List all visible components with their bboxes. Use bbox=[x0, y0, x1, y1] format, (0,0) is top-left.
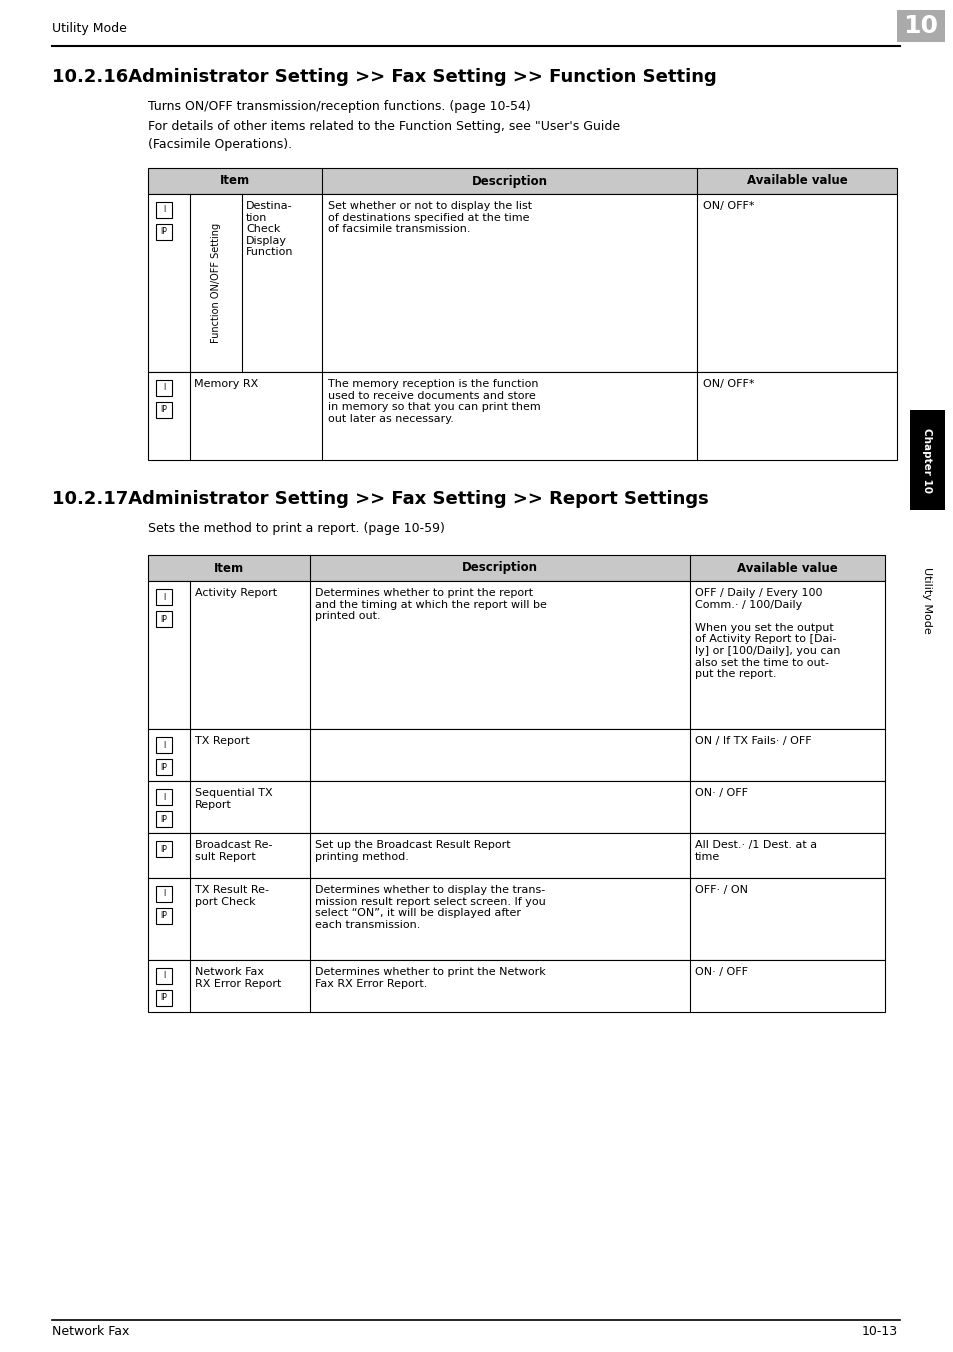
Text: Network Fax
RX Error Report: Network Fax RX Error Report bbox=[194, 967, 281, 988]
Text: ON / If TX Fails· / OFF: ON / If TX Fails· / OFF bbox=[695, 735, 811, 746]
Text: IP: IP bbox=[160, 406, 168, 415]
Text: Broadcast Re-
sult Report: Broadcast Re- sult Report bbox=[194, 840, 273, 861]
Text: All Dest.· /1 Dest. at a
time: All Dest.· /1 Dest. at a time bbox=[695, 840, 817, 861]
Text: TX Result Re-
port Check: TX Result Re- port Check bbox=[194, 886, 269, 907]
Text: OFF· / ON: OFF· / ON bbox=[695, 886, 747, 895]
Bar bbox=[148, 193, 896, 372]
Text: IP: IP bbox=[160, 227, 168, 237]
Text: Set up the Broadcast Result Report
printing method.: Set up the Broadcast Result Report print… bbox=[314, 840, 510, 861]
Text: Memory RX: Memory RX bbox=[193, 379, 258, 389]
Text: Set whether or not to display the list
of destinations specified at the time
of : Set whether or not to display the list o… bbox=[328, 201, 532, 234]
Text: OFF / Daily / Every 100
Comm.· / 100/Daily

When you set the output
of Activity : OFF / Daily / Every 100 Comm.· / 100/Dai… bbox=[695, 588, 840, 679]
Bar bbox=[156, 790, 172, 804]
Text: I: I bbox=[163, 741, 165, 749]
Text: I: I bbox=[163, 890, 165, 899]
Text: IP: IP bbox=[160, 814, 168, 823]
Text: Chapter 10: Chapter 10 bbox=[922, 427, 931, 492]
Bar bbox=[148, 556, 884, 581]
Bar bbox=[156, 611, 172, 627]
Text: IP: IP bbox=[160, 845, 168, 853]
Bar bbox=[156, 224, 172, 241]
Text: The memory reception is the function
used to receive documents and store
in memo: The memory reception is the function use… bbox=[328, 379, 540, 423]
Bar bbox=[148, 960, 884, 1013]
Bar bbox=[156, 589, 172, 604]
Text: 10.2.16Administrator Setting >> Fax Setting >> Function Setting: 10.2.16Administrator Setting >> Fax Sett… bbox=[52, 68, 716, 87]
Bar bbox=[156, 968, 172, 984]
Text: 10.2.17Administrator Setting >> Fax Setting >> Report Settings: 10.2.17Administrator Setting >> Fax Sett… bbox=[52, 489, 708, 508]
Text: Determines whether to display the trans-
mission result report select screen. If: Determines whether to display the trans-… bbox=[314, 886, 545, 930]
Text: IP: IP bbox=[160, 615, 168, 623]
Bar bbox=[156, 402, 172, 418]
Text: Description: Description bbox=[471, 174, 547, 188]
Bar bbox=[156, 990, 172, 1006]
Bar bbox=[156, 201, 172, 218]
Text: I: I bbox=[163, 972, 165, 980]
Text: Item: Item bbox=[213, 561, 244, 575]
Text: Utility Mode: Utility Mode bbox=[52, 22, 127, 35]
Text: Destina-
tion
Check
Display
Function: Destina- tion Check Display Function bbox=[246, 201, 294, 257]
Bar bbox=[148, 729, 884, 781]
Text: Determines whether to print the report
and the timing at which the report will b: Determines whether to print the report a… bbox=[314, 588, 546, 621]
Bar bbox=[156, 811, 172, 827]
Bar bbox=[156, 737, 172, 753]
Text: ON· / OFF: ON· / OFF bbox=[695, 967, 747, 977]
Text: Turns ON/OFF transmission/reception functions. (page 10-54): Turns ON/OFF transmission/reception func… bbox=[148, 100, 530, 114]
Text: Activity Report: Activity Report bbox=[194, 588, 276, 598]
Text: TX Report: TX Report bbox=[194, 735, 250, 746]
Bar bbox=[909, 410, 944, 510]
Text: IP: IP bbox=[160, 994, 168, 1002]
Text: Available value: Available value bbox=[737, 561, 837, 575]
Text: ON/ OFF*: ON/ OFF* bbox=[702, 201, 754, 211]
Bar bbox=[156, 758, 172, 775]
Bar bbox=[148, 877, 884, 960]
Text: Description: Description bbox=[461, 561, 537, 575]
Text: 10: 10 bbox=[902, 14, 938, 38]
Bar bbox=[148, 781, 884, 833]
Bar bbox=[148, 168, 896, 193]
Bar bbox=[148, 372, 896, 460]
Text: Sequential TX
Report: Sequential TX Report bbox=[194, 788, 273, 810]
Text: I: I bbox=[163, 592, 165, 602]
Text: 10-13: 10-13 bbox=[861, 1325, 897, 1338]
Text: Function ON/OFF Setting: Function ON/OFF Setting bbox=[211, 223, 221, 343]
Text: Sets the method to print a report. (page 10-59): Sets the method to print a report. (page… bbox=[148, 522, 444, 535]
Bar bbox=[156, 841, 172, 857]
Text: IP: IP bbox=[160, 911, 168, 921]
Text: I: I bbox=[163, 384, 165, 392]
Bar bbox=[156, 380, 172, 396]
Bar bbox=[148, 833, 884, 877]
Text: I: I bbox=[163, 792, 165, 802]
Text: Network Fax: Network Fax bbox=[52, 1325, 130, 1338]
Bar bbox=[156, 886, 172, 902]
Text: I: I bbox=[163, 206, 165, 215]
Text: Item: Item bbox=[220, 174, 250, 188]
Text: ON· / OFF: ON· / OFF bbox=[695, 788, 747, 798]
Text: For details of other items related to the Function Setting, see "User's Guide: For details of other items related to th… bbox=[148, 120, 619, 132]
Text: Available value: Available value bbox=[746, 174, 846, 188]
Text: Determines whether to print the Network
Fax RX Error Report.: Determines whether to print the Network … bbox=[314, 967, 545, 988]
Bar bbox=[148, 581, 884, 729]
Text: IP: IP bbox=[160, 763, 168, 772]
Text: ON/ OFF*: ON/ OFF* bbox=[702, 379, 754, 389]
Text: Utility Mode: Utility Mode bbox=[921, 566, 931, 633]
Bar bbox=[896, 9, 944, 42]
Text: (Facsimile Operations).: (Facsimile Operations). bbox=[148, 138, 292, 151]
Bar bbox=[156, 909, 172, 923]
